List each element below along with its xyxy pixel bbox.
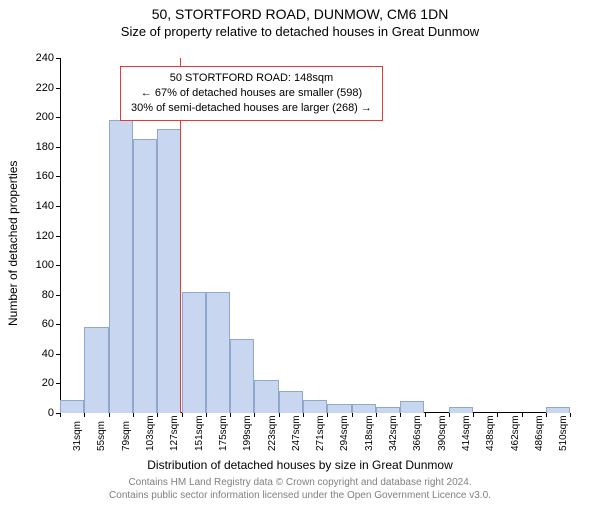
- x-tick: [497, 413, 498, 417]
- x-tick-label: 199sqm: [242, 421, 253, 451]
- y-tick-label: 160: [14, 170, 54, 182]
- histogram-bar: [206, 292, 230, 413]
- y-tick: [56, 383, 60, 384]
- x-tick-label: 294sqm: [339, 421, 350, 451]
- histogram-bar: [182, 292, 206, 413]
- histogram-bar: [230, 339, 254, 413]
- x-tick: [327, 413, 328, 417]
- y-tick-label: 240: [14, 52, 54, 64]
- histogram-bar: [84, 327, 108, 413]
- x-tick: [303, 413, 304, 417]
- x-tick-label: 247sqm: [291, 421, 302, 451]
- x-tick: [522, 413, 523, 417]
- x-tick: [376, 413, 377, 417]
- histogram-bar: [352, 404, 376, 413]
- y-tick-label: 40: [14, 348, 54, 360]
- credits: Contains HM Land Registry data © Crown c…: [0, 476, 600, 502]
- x-tick-label: 510sqm: [558, 421, 569, 451]
- x-tick-label: 271sqm: [315, 421, 326, 451]
- y-tick-label: 120: [14, 230, 54, 242]
- y-tick: [56, 324, 60, 325]
- x-tick: [157, 413, 158, 417]
- x-tick-label: 390sqm: [437, 421, 448, 451]
- x-tick: [570, 413, 571, 417]
- x-tick-label: 55sqm: [96, 421, 107, 451]
- credits-line2: Contains public sector information licen…: [0, 489, 600, 502]
- x-tick: [425, 413, 426, 417]
- y-tick: [56, 265, 60, 266]
- x-tick-label: 79sqm: [121, 421, 132, 451]
- y-axis-line: [60, 58, 61, 413]
- y-tick: [56, 147, 60, 148]
- x-tick-label: 318sqm: [364, 421, 375, 451]
- chart-subtitle: Size of property relative to detached ho…: [0, 24, 600, 39]
- x-tick-label: 31sqm: [72, 421, 83, 451]
- y-tick: [56, 354, 60, 355]
- x-tick: [230, 413, 231, 417]
- x-tick: [84, 413, 85, 417]
- histogram-bar: [327, 404, 351, 413]
- y-tick-label: 180: [14, 141, 54, 153]
- x-tick-label: 223sqm: [267, 421, 278, 451]
- y-tick: [56, 206, 60, 207]
- x-tick-label: 414sqm: [461, 421, 472, 451]
- y-tick-label: 220: [14, 82, 54, 94]
- y-tick: [56, 88, 60, 89]
- histogram-bar: [279, 391, 303, 413]
- chart-title: 50, STORTFORD ROAD, DUNMOW, CM6 1DN: [0, 6, 600, 22]
- y-tick-label: 0: [14, 407, 54, 419]
- histogram-bar: [254, 380, 278, 413]
- histogram-bar: [303, 400, 327, 413]
- y-tick: [56, 236, 60, 237]
- y-tick-label: 200: [14, 111, 54, 123]
- x-tick-label: 462sqm: [510, 421, 521, 451]
- x-tick: [133, 413, 134, 417]
- x-tick: [546, 413, 547, 417]
- x-tick-label: 151sqm: [194, 421, 205, 451]
- y-axis-label: Number of detached properties: [6, 161, 20, 326]
- y-tick: [56, 117, 60, 118]
- histogram-bar: [157, 129, 181, 413]
- x-tick: [206, 413, 207, 417]
- x-tick-label: 342sqm: [388, 421, 399, 451]
- legend-line2: ← 67% of detached houses are smaller (59…: [131, 86, 372, 101]
- legend-line1: 50 STORTFORD ROAD: 148sqm: [131, 71, 372, 86]
- x-tick: [473, 413, 474, 417]
- y-tick: [56, 58, 60, 59]
- x-tick-label: 438sqm: [485, 421, 496, 451]
- y-tick-label: 60: [14, 318, 54, 330]
- histogram-bar: [546, 407, 570, 413]
- y-tick-label: 80: [14, 289, 54, 301]
- histogram-bar: [109, 120, 133, 413]
- x-tick: [449, 413, 450, 417]
- y-tick-label: 100: [14, 259, 54, 271]
- histogram-bar: [60, 400, 84, 413]
- x-tick-label: 486sqm: [534, 421, 545, 451]
- x-tick-label: 175sqm: [218, 421, 229, 451]
- x-tick-label: 103sqm: [145, 421, 156, 451]
- x-tick: [400, 413, 401, 417]
- x-tick: [254, 413, 255, 417]
- x-tick: [60, 413, 61, 417]
- legend-box: 50 STORTFORD ROAD: 148sqm ← 67% of detac…: [120, 66, 383, 121]
- x-tick-label: 366sqm: [412, 421, 423, 451]
- x-tick: [109, 413, 110, 417]
- x-axis-label: Distribution of detached houses by size …: [0, 458, 600, 472]
- histogram-bar: [400, 401, 424, 413]
- histogram-bar: [376, 407, 400, 413]
- legend-line3: 30% of semi-detached houses are larger (…: [131, 101, 372, 116]
- y-tick-label: 140: [14, 200, 54, 212]
- x-tick: [279, 413, 280, 417]
- histogram-bar: [133, 139, 157, 413]
- y-tick-label: 20: [14, 377, 54, 389]
- x-tick: [182, 413, 183, 417]
- x-tick: [352, 413, 353, 417]
- y-tick: [56, 295, 60, 296]
- credits-line1: Contains HM Land Registry data © Crown c…: [0, 476, 600, 489]
- y-tick: [56, 176, 60, 177]
- histogram-bar: [449, 407, 473, 413]
- x-tick-label: 127sqm: [169, 421, 180, 451]
